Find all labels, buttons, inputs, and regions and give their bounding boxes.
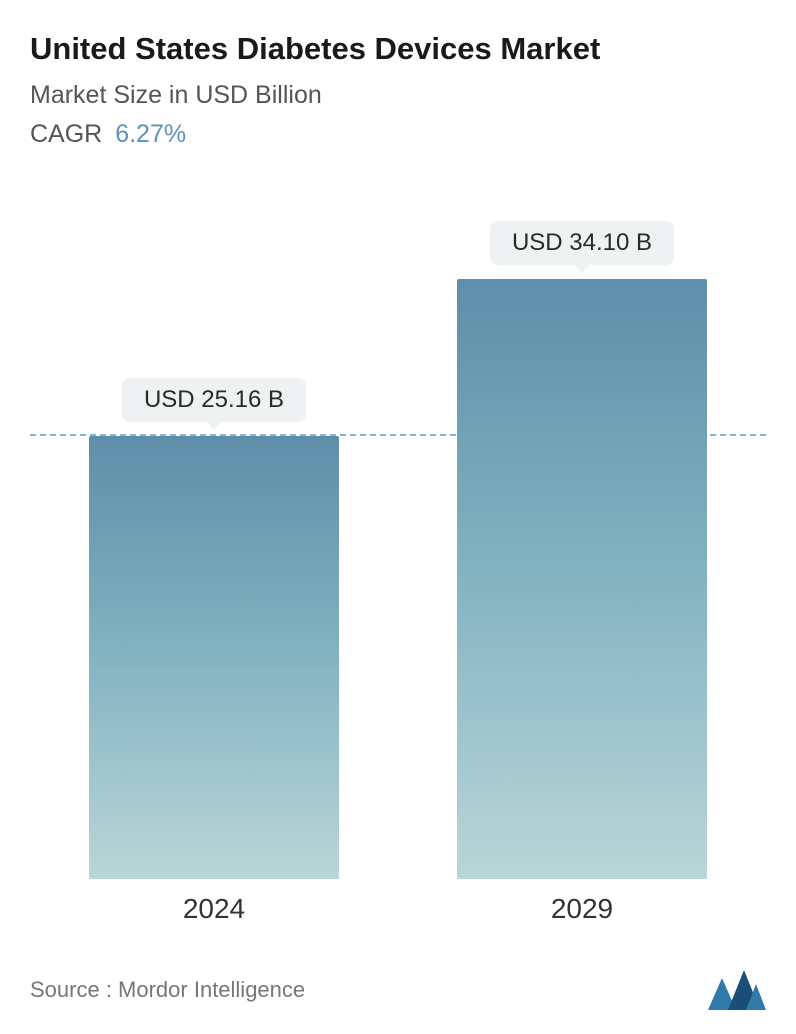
bar-group: USD 34.10 B: [457, 221, 707, 879]
chart-area: USD 25.16 B USD 34.10 B: [30, 189, 766, 879]
cagr-value: 6.27%: [115, 120, 186, 148]
mordor-logo-icon: [708, 970, 766, 1010]
x-label: 2029: [457, 893, 707, 925]
value-pill: USD 25.16 B: [122, 378, 306, 422]
x-axis-labels: 2024 2029: [30, 893, 766, 925]
chart-subtitle: Market Size in USD Billion: [30, 81, 766, 110]
cagr-line: CAGR 6.27%: [30, 120, 766, 149]
cagr-label: CAGR: [30, 120, 102, 148]
bars-row: USD 25.16 B USD 34.10 B: [30, 189, 766, 879]
x-label: 2024: [89, 893, 339, 925]
bar-group: USD 25.16 B: [89, 378, 339, 879]
value-pill: USD 34.10 B: [490, 221, 674, 265]
bar: [457, 279, 707, 879]
bar: [89, 436, 339, 879]
chart-title: United States Diabetes Devices Market: [30, 30, 766, 67]
source-text: Source : Mordor Intelligence: [30, 977, 305, 1003]
